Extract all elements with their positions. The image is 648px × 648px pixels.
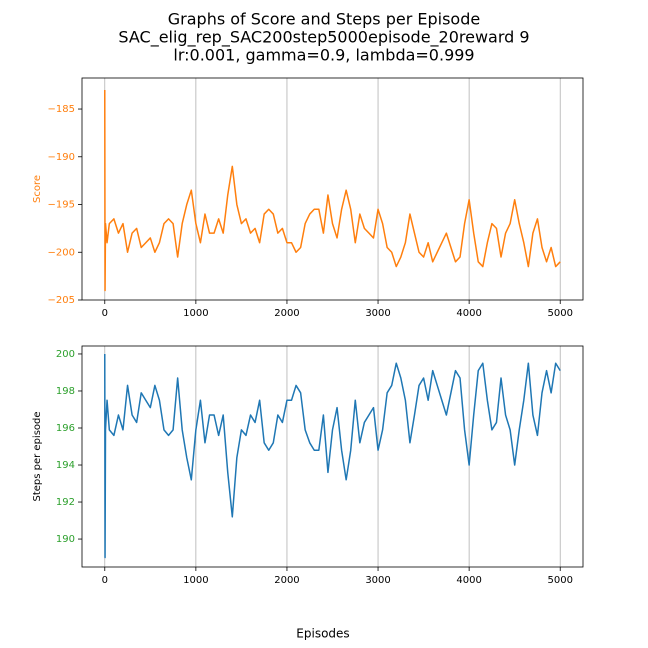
title-line: lr:0.001, gamma=0.9, lambda=0.999 [173, 46, 474, 65]
y-axis-label: Score [32, 175, 43, 203]
y-tick-label: 196 [56, 423, 75, 434]
data-line [104, 353, 561, 559]
x-tick-label: 3000 [365, 575, 390, 586]
y-tick-label: 200 [56, 349, 75, 360]
x-axis-label: Episodes [296, 627, 349, 641]
y-tick-label: 190 [56, 534, 75, 545]
x-tick-label: 2000 [274, 308, 299, 319]
y-axis-label: Steps per episode [32, 411, 43, 501]
x-tick-label: 3000 [365, 308, 390, 319]
x-tick-label: 1000 [183, 575, 208, 586]
y-tick-label: −200 [48, 247, 75, 258]
y-tick-label: 198 [56, 386, 75, 397]
y-tick-label: −190 [48, 152, 75, 163]
y-tick-label: 194 [56, 460, 75, 471]
x-tick-label: 2000 [274, 575, 299, 586]
y-tick-label: −205 [48, 295, 75, 306]
x-tick-label: 1000 [183, 308, 208, 319]
x-tick-label: 4000 [456, 575, 481, 586]
title-line: Graphs of Score and Steps per Episode [168, 10, 480, 29]
x-tick-label: 0 [102, 308, 108, 319]
axes-frame [81, 345, 584, 568]
data-line [104, 89, 561, 292]
title-line: SAC_elig_rep_SAC200step5000episode_20rew… [118, 28, 529, 48]
x-tick-label: 5000 [548, 308, 573, 319]
x-tick-label: 5000 [548, 575, 573, 586]
axes-frame [81, 77, 584, 301]
y-tick-label: −195 [48, 200, 75, 211]
y-tick-label: −185 [48, 104, 75, 115]
x-tick-label: 4000 [456, 308, 481, 319]
x-tick-label: 0 [102, 575, 108, 586]
y-tick-label: 192 [56, 497, 75, 508]
